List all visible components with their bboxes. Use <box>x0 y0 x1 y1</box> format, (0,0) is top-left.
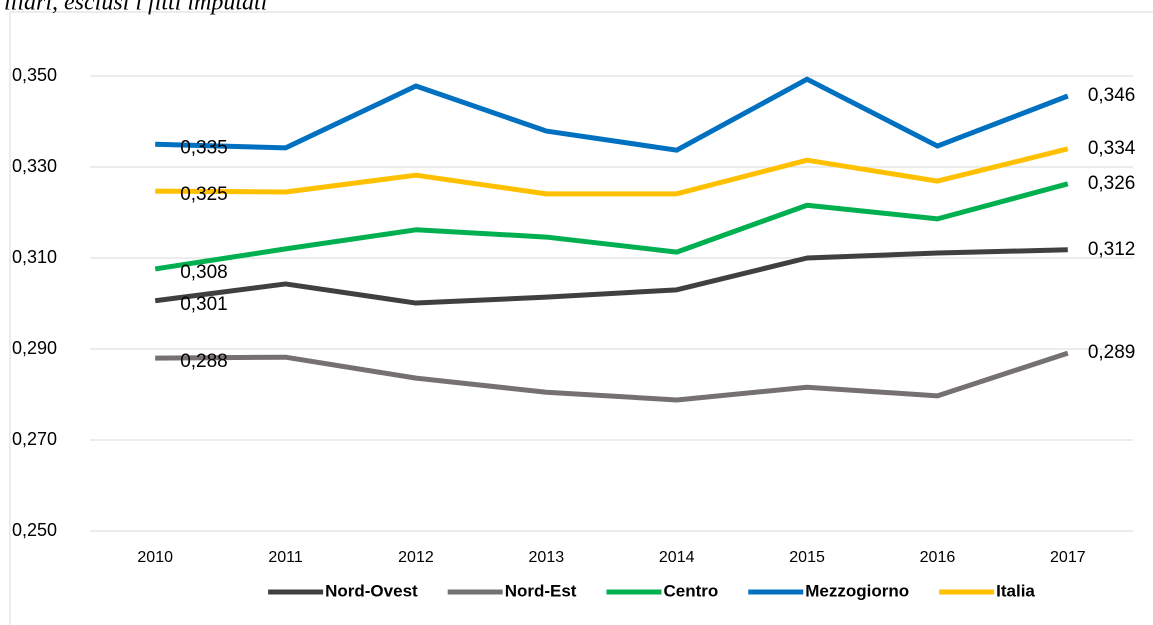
chart-title: iliari, esclusi i fitti imputati <box>4 0 267 16</box>
legend-label: Centro <box>663 581 718 600</box>
y-tick-label: 0,350 <box>12 65 57 85</box>
series-line <box>154 181 1069 272</box>
series-line <box>155 350 1069 403</box>
x-tick-label: 2010 <box>137 549 173 566</box>
series-line <box>155 146 1069 197</box>
y-tick-label: 0,290 <box>12 338 57 358</box>
series-line <box>154 247 1068 306</box>
x-tick-label: 2013 <box>529 549 565 566</box>
legend-label: Mezzogiorno <box>805 581 909 600</box>
x-tick-label: 2015 <box>789 549 825 566</box>
y-tick-label: 0,310 <box>12 247 57 267</box>
series-line <box>155 76 1069 153</box>
chart-frame <box>9 11 1153 625</box>
y-tick-label: 0,330 <box>12 156 57 176</box>
x-tick-label: 2014 <box>659 549 695 566</box>
data-label: 0,289 <box>1088 342 1136 363</box>
data-label: 0,308 <box>180 262 228 283</box>
data-label: 0,346 <box>1088 85 1136 106</box>
legend-label: Nord-Est <box>505 581 577 600</box>
x-tick-label: 2011 <box>268 549 303 566</box>
x-tick-label: 2012 <box>398 549 434 566</box>
x-tick-label: 2017 <box>1050 549 1086 566</box>
legend-label: Italia <box>996 581 1035 600</box>
y-tick-label: 0,270 <box>12 429 57 449</box>
x-tick-label: 2016 <box>920 549 956 566</box>
legend-label: Nord-Ovest <box>325 581 418 600</box>
data-label: 0,326 <box>1088 173 1136 194</box>
data-label: 0,288 <box>180 351 228 372</box>
y-tick-label: 0,250 <box>12 520 57 540</box>
data-label: 0,325 <box>180 184 228 205</box>
data-label: 0,334 <box>1088 138 1136 159</box>
data-label: 0,312 <box>1088 239 1136 260</box>
data-label: 0,335 <box>180 137 228 158</box>
data-label: 0,301 <box>180 294 228 315</box>
